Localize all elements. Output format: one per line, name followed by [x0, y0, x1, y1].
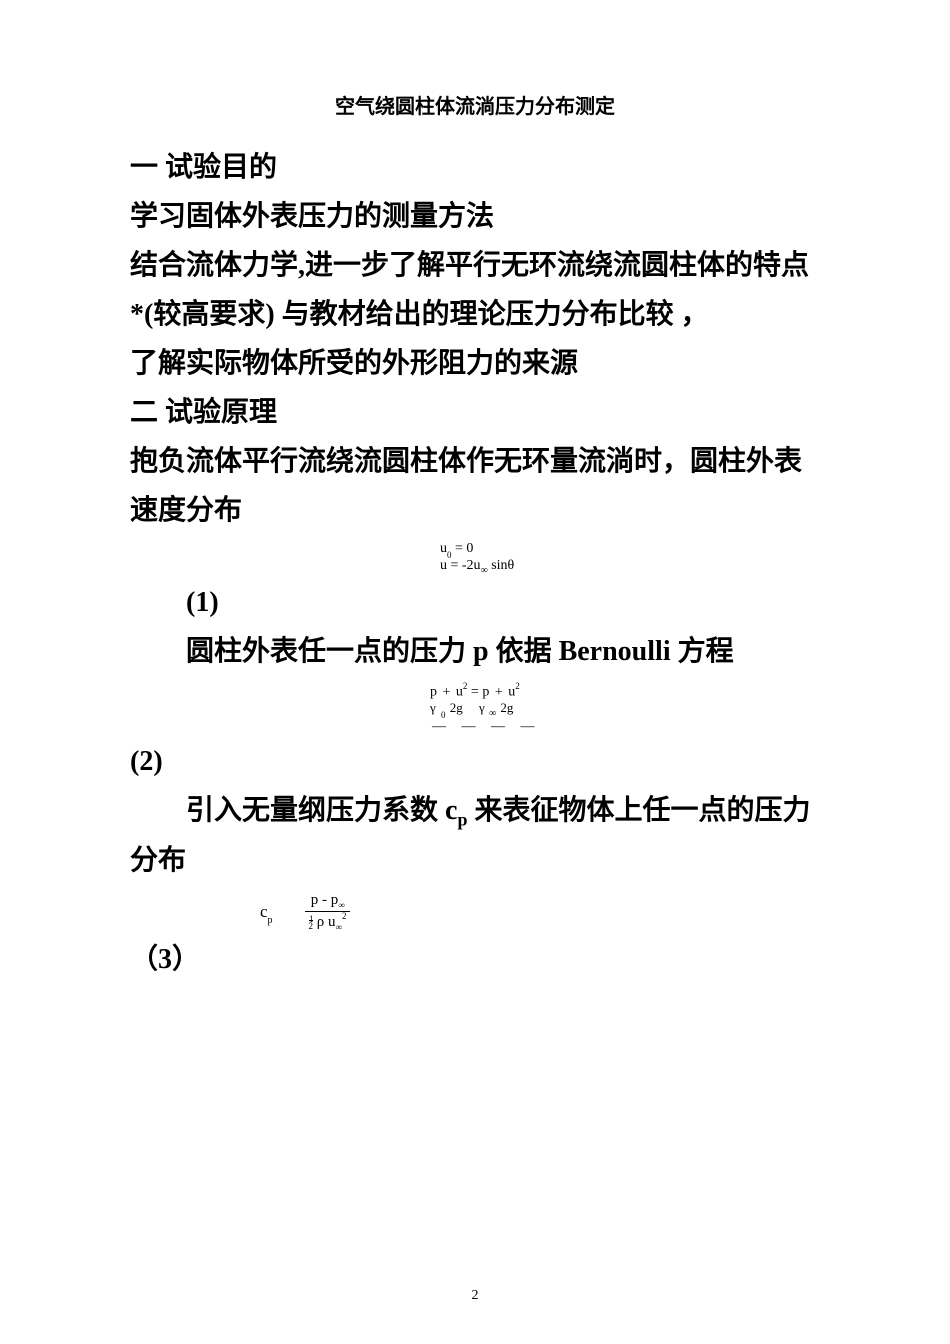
eq2-plus-1: + [441, 685, 453, 700]
eq2-sub0: 0 [439, 710, 446, 720]
eq3-u: u [328, 914, 336, 930]
eq1-sin: sinθ [488, 558, 515, 573]
cp-pre: 引入无量纲压力系数 [186, 795, 445, 826]
page-number: 2 [0, 1288, 950, 1304]
content-body: 一 试验目的 学习固体外表压力的测量方法 结合流体力学,进一步了解平行无环流绕流… [130, 143, 820, 984]
section-1-heading: 一 试验目的 [130, 143, 820, 192]
eq3-numerator: p - p [311, 892, 339, 908]
eq1-eq0: = 0 [452, 541, 474, 556]
eq1-u: u [440, 541, 447, 556]
eq3-c: c [260, 902, 268, 921]
eq3-den-sq: 2 [342, 911, 347, 921]
equation-2: p + u2 = p + u2 γ 0 2g γ ∞ 2g — — — — [130, 682, 820, 735]
bernoulli-word: Bernoulli [559, 636, 671, 667]
section-1-line-1: 学习固体外表压力的测量方法 [130, 192, 820, 241]
eq2-pinf: p [482, 685, 489, 700]
section-2-line-3: 引入无量纲压力系数 cp 来表征物体上任一点的压力分布 [130, 786, 820, 885]
equation-2-number: (2) [130, 746, 163, 777]
eq3-half-den: 2 [309, 920, 314, 932]
eq2-u: u [456, 685, 463, 700]
section-1-line-2: 结合流体力学,进一步了解平行无环流绕流圆柱体的特点 [130, 241, 820, 290]
eq2-gamma-2: γ [479, 700, 485, 715]
bernoulli-pre: 圆柱外表任一点的压力 p 依据 [186, 636, 559, 667]
document-title: 空气绕圆柱体流淌压力分布测定 [130, 90, 820, 119]
eq2-gamma-1: γ [430, 700, 436, 715]
eq3-num-inf: ∞ [338, 900, 344, 910]
eq1-u2: u [440, 558, 447, 573]
section-1-line-3a: *(较高要求) 与教材给出的理论压力分布比较 ， [130, 290, 820, 339]
eq1-sub-0: 0 [447, 550, 452, 560]
eq1-eq-neg: = -2u [447, 558, 481, 573]
equation-1-number: (1) [130, 578, 219, 627]
eq2-spacer [467, 700, 479, 715]
eq2-p: p [430, 685, 437, 700]
cp-c: c [445, 795, 457, 826]
eq2-equals: = [471, 685, 482, 700]
eq2-plus-2: + [493, 685, 505, 700]
cp-p-sub: p [457, 810, 467, 830]
section-1-line-3b: 了解实际物体所受的外形阻力的来源 [130, 339, 820, 388]
section-2-heading: 二 试验原理 [130, 388, 820, 437]
eq2-sup2-1: 2 [463, 681, 468, 691]
eq3-rho: ρ [317, 914, 325, 930]
eq1-inf: ∞ [481, 565, 488, 576]
equation-1: u0 = 0 u = -2u∞ sinθ [130, 541, 820, 576]
eq3-p-sub: p [268, 915, 273, 926]
bernoulli-post: 方程 [671, 636, 734, 667]
equation-3: cp p - p∞ 12 ρ u∞2 [130, 891, 820, 933]
eq2-2g-2: 2g [499, 700, 514, 715]
eq3-fraction: p - p∞ 12 ρ u∞2 [305, 891, 350, 933]
eq2-inf-1: ∞ [488, 708, 496, 719]
section-2-line-1: 抱负流体平行流绕流圆柱体作无环量流淌时，圆柱外表速度分布 [130, 437, 820, 535]
eq2-dashes: — — — — [430, 719, 820, 735]
section-2-line-2: 圆柱外表任一点的压力 p 依据 Bernoulli 方程 [130, 627, 820, 676]
eq3-den-inf: ∞ [336, 922, 342, 932]
eq2-sup2-2: 2 [515, 681, 520, 691]
equation-3-number: （3） [130, 944, 200, 975]
eq2-2g-1: 2g [449, 700, 464, 715]
